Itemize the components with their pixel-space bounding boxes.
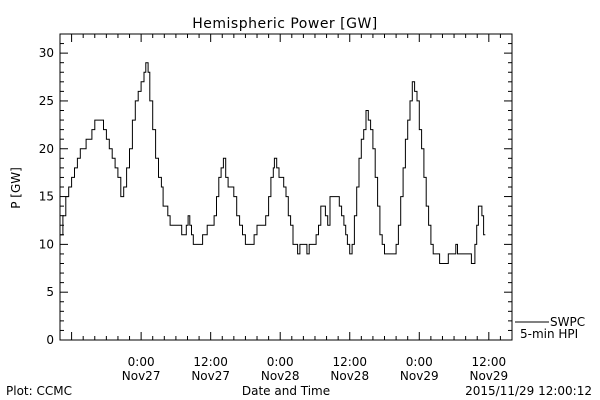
y-tick-label: 0 <box>46 333 54 347</box>
x-tick-date-label: Nov28 <box>330 369 369 383</box>
x-tick-time-label: 12:00 <box>472 355 507 369</box>
footer-credit: Plot: CCMC <box>6 384 72 398</box>
x-tick-time-label: 12:00 <box>193 355 228 369</box>
x-tick-time-label: 0:00 <box>406 355 433 369</box>
x-tick-time-label: 0:00 <box>267 355 294 369</box>
footer-timestamp: 2015/11/29 12:00:12 <box>465 384 592 398</box>
y-tick-label: 5 <box>46 285 54 299</box>
chart-title: Hemispheric Power [GW] <box>192 16 378 32</box>
series-line-swpc <box>60 62 486 264</box>
x-tick-time-label: 0:00 <box>128 355 155 369</box>
x-tick-date-label: Nov28 <box>261 369 300 383</box>
y-tick-label: 10 <box>39 237 54 251</box>
y-axis-label: P [GW] <box>9 167 23 209</box>
legend-label-swpc: SWPC <box>550 315 585 329</box>
legend: SWPC 5-min HPI <box>515 315 585 341</box>
x-tick-date-label: Nov29 <box>469 369 508 383</box>
y-tick-label: 30 <box>39 46 54 60</box>
x-axis-label: Date and Time <box>242 384 330 398</box>
y-tick-label: 20 <box>39 142 54 156</box>
legend-label-hpi: 5-min HPI <box>520 327 578 341</box>
x-tick-date-label: Nov27 <box>191 369 230 383</box>
x-tick-time-label: 12:00 <box>332 355 367 369</box>
y-tick-label: 15 <box>39 190 54 204</box>
y-tick-label: 25 <box>39 94 54 108</box>
x-tick-date-label: Nov27 <box>122 369 161 383</box>
x-tick-date-label: Nov29 <box>400 369 439 383</box>
